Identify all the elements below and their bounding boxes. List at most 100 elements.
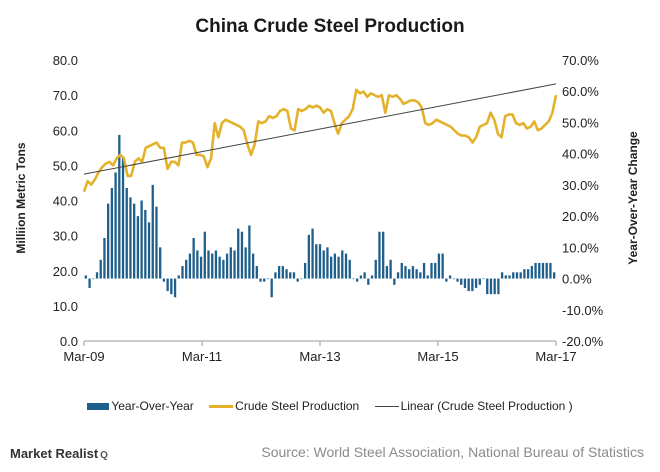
yoy-bar: [196, 250, 199, 279]
yoy-bar: [504, 275, 507, 279]
yoy-bar: [140, 200, 143, 279]
yoy-bar: [460, 278, 463, 285]
yoy-bar: [422, 262, 426, 279]
x-axis: Mar-09 Mar-11 Mar-13 Mar-15 Mar-17: [63, 340, 577, 364]
yoy-bar: [352, 278, 355, 280]
yoy-bar: [549, 262, 552, 279]
yoy-bar: [192, 237, 195, 279]
yoy-bar: [500, 272, 504, 279]
yoy-bar: [378, 231, 381, 279]
yoy-bars: [84, 134, 556, 298]
yoy-bar: [218, 256, 221, 279]
yoy-bar: [203, 231, 206, 279]
yoy-bar: [229, 247, 232, 279]
yoy-bar: [441, 253, 444, 279]
legend-item-yoy: Year-Over-Year: [87, 399, 194, 413]
yoy-bar: [121, 156, 125, 279]
yoy-bar: [99, 259, 102, 279]
chart-title: China Crude Steel Production: [195, 16, 465, 37]
yoy-bar: [244, 247, 247, 279]
yoy-bar: [389, 259, 392, 279]
y-tick-label: 50.0: [53, 158, 78, 173]
yoy-bar: [255, 266, 258, 279]
yoy-bar: [448, 275, 452, 279]
yoy-bar: [367, 278, 370, 285]
yoy-bar: [478, 278, 481, 285]
yoy-bar: [296, 278, 299, 282]
yoy-bar: [311, 228, 314, 279]
yoy-bar: [84, 275, 88, 279]
legend-swatch-yoy: [87, 403, 110, 411]
legend-item-linear: Linear (Crude Steel Production ): [374, 399, 573, 413]
yoy-bar: [307, 234, 311, 279]
yoy-bar: [348, 259, 351, 279]
yoy-bar: [526, 269, 530, 279]
yoy-bar: [129, 197, 132, 279]
y2-tick-label: 0.0%: [562, 272, 592, 287]
yoy-bar: [248, 225, 251, 279]
yoy-bar: [426, 275, 429, 279]
y2-tick-label: 30.0%: [562, 178, 599, 193]
yoy-bar: [437, 253, 441, 279]
yoy-bar: [118, 134, 121, 279]
yoy-bar: [337, 256, 340, 279]
yoy-bar: [393, 278, 396, 285]
y-tick-label: 40.0: [53, 194, 78, 209]
y2-tick-label: 10.0%: [562, 240, 599, 255]
yoy-bar: [329, 256, 333, 279]
yoy-bar: [263, 278, 266, 282]
yoy-bar: [474, 278, 478, 288]
yoy-bar: [207, 250, 210, 279]
x-tick-label: Mar-09: [63, 349, 104, 364]
yoy-bar: [326, 247, 329, 279]
yoy-bar: [318, 244, 322, 279]
yoy-bar: [107, 203, 110, 279]
yoy-bar: [382, 231, 385, 279]
yoy-bar: [177, 275, 180, 279]
yoy-bar: [489, 278, 493, 295]
yoy-bar: [125, 188, 128, 279]
yoy-bar: [356, 278, 359, 282]
right-axis-ticks: -20.0% -10.0% 0.0% 10.0% 20.0% 30.0% 40.0% 50.0…: [562, 53, 604, 349]
legend-label-yoy: Year-Over-Year: [111, 398, 194, 413]
yoy-bar: [92, 278, 95, 280]
yoy-bar: [471, 278, 474, 292]
yoy-bar: [155, 206, 158, 279]
yoy-bar: [103, 237, 106, 279]
market-realist-logo: Market Realist Q: [10, 446, 108, 461]
yoy-bar: [166, 278, 169, 292]
y-tick-label: 0.0: [60, 334, 78, 349]
x-tick-label: Mar-17: [535, 349, 576, 364]
yoy-bar: [370, 275, 374, 279]
yoy-bar: [136, 216, 140, 279]
yoy-bar: [274, 272, 277, 279]
yoy-bar: [259, 278, 262, 282]
y-tick-label: 10.0: [53, 299, 78, 314]
yoy-bar: [300, 278, 303, 280]
logo-mark-icon: Q: [100, 450, 108, 461]
yoy-bar: [512, 272, 515, 279]
yoy-bar: [541, 262, 545, 279]
y2-tick-label: 20.0%: [562, 209, 599, 224]
yoy-bar: [545, 262, 548, 279]
y2-tick-label: 70.0%: [562, 53, 599, 68]
yoy-bar: [530, 266, 533, 279]
logo-text: Market Realist: [10, 446, 99, 461]
y2-tick-label: 50.0%: [562, 115, 599, 130]
yoy-bar: [240, 231, 244, 279]
y2-tick-label: 40.0%: [562, 147, 599, 162]
legend-item-production: Crude Steel Production: [209, 399, 359, 413]
yoy-bar: [185, 259, 188, 279]
yoy-bar: [214, 250, 218, 279]
yoy-bar: [400, 262, 403, 279]
yoy-bar: [363, 272, 366, 279]
linear-trendline: [83, 83, 557, 175]
yoy-bar: [211, 253, 214, 279]
yoy-bar: [277, 266, 281, 279]
yoy-bar: [497, 278, 500, 295]
y2-axis-title: Year-Over-Year Change: [626, 131, 640, 265]
yoy-bar: [110, 188, 114, 279]
yoy-bar: [385, 266, 389, 279]
yoy-bar: [463, 278, 467, 288]
yoy-bar: [519, 272, 522, 279]
